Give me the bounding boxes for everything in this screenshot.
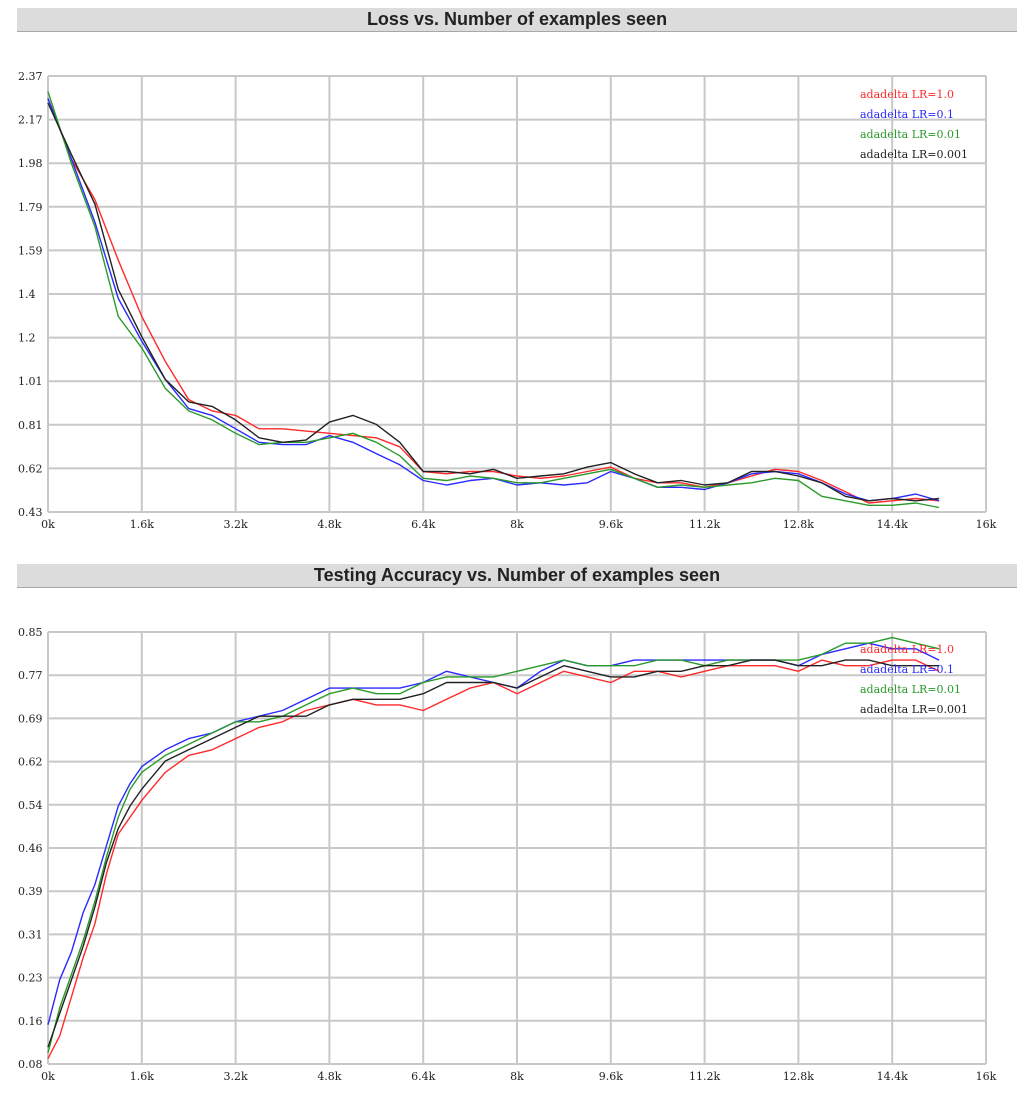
- accuracy-x-tick-label: 16k: [976, 1070, 997, 1083]
- accuracy-y-tick-label: 0.69: [18, 712, 43, 725]
- accuracy-x-tick-label: 6.4k: [411, 1070, 435, 1083]
- accuracy-chart: 0.85 0.77 0.69 0.62 0.54 0.46 0.39 0.31 0.23 0.16…: [0, 596, 1027, 1097]
- loss-series-line-2: [47, 98, 940, 502]
- accuracy-x-tick-label: 12.8k: [783, 1070, 814, 1083]
- accuracy-y-tick-label: 0.16: [18, 1015, 43, 1028]
- accuracy-series-line-4: [47, 659, 940, 1048]
- accuracy-x-tick-label: 3.2k: [224, 1070, 248, 1083]
- loss-series-line-3: [47, 91, 940, 509]
- loss-y-tick-label: 0.81: [18, 419, 43, 432]
- accuracy-x-tick-label: 9.6k: [599, 1070, 623, 1083]
- loss-legend-entry-3: adadelta LR=0.01: [860, 128, 961, 141]
- loss-x-tick-label: 8k: [510, 518, 524, 531]
- loss-x-tick-label: 0k: [41, 518, 55, 531]
- loss-x-tick-label: 12.8k: [783, 518, 814, 531]
- accuracy-y-tick-label: 0.62: [18, 756, 43, 769]
- loss-y-tick-label: 1.2: [18, 332, 36, 345]
- accuracy-y-tick-label: 0.85: [18, 626, 43, 639]
- accuracy-y-tick-label: 0.54: [18, 799, 43, 812]
- accuracy-x-tick-label: 11.2k: [689, 1070, 720, 1083]
- loss-x-tick-label: 6.4k: [411, 518, 435, 531]
- loss-legend-entry-1: adadelta LR=1.0: [860, 88, 954, 101]
- loss-x-tick-label: 14.4k: [877, 518, 908, 531]
- accuracy-series-line-2: [47, 642, 940, 1025]
- accuracy-legend-entry-3: adadelta LR=0.01: [860, 683, 961, 696]
- loss-legend-entry-4: adadelta LR=0.001: [860, 148, 968, 161]
- loss-series-line-4: [47, 102, 940, 502]
- loss-x-tick-label: 1.6k: [130, 518, 154, 531]
- accuracy-series-line-3: [47, 636, 940, 1053]
- loss-legend-entry-2: adadelta LR=0.1: [860, 108, 954, 121]
- accuracy-y-tick-label: 0.46: [18, 842, 43, 855]
- accuracy-x-tick-label: 8k: [510, 1070, 524, 1083]
- accuracy-x-tick-label: 0k: [41, 1070, 55, 1083]
- accuracy-y-tick-label: 0.31: [18, 928, 43, 941]
- accuracy-legend-entry-4: adadelta LR=0.001: [860, 703, 968, 716]
- loss-y-tick-label: 1.79: [18, 201, 43, 214]
- loss-y-tick-label: 2.37: [18, 70, 43, 83]
- accuracy-legend-entry-1: adadelta LR=1.0: [860, 643, 954, 656]
- accuracy-y-tick-label: 0.39: [18, 885, 43, 898]
- loss-chart: 2.37 2.17 1.98 1.79 1.59 1.4 1.2 1.01 0.81 0.62 0.…: [0, 40, 1027, 560]
- loss-y-tick-label: 1.59: [18, 244, 43, 257]
- loss-x-tick-label: 11.2k: [689, 518, 720, 531]
- accuracy-y-tick-label: 0.23: [18, 972, 43, 985]
- loss-y-tick-label: 1.98: [18, 157, 43, 170]
- accuracy-y-tick-label: 0.77: [18, 669, 43, 682]
- loss-chart-svg: 2.37 2.17 1.98 1.79 1.59 1.4 1.2 1.01 0.81 0.62 0.…: [18, 70, 997, 531]
- accuracy-x-tick-label: 1.6k: [130, 1070, 154, 1083]
- accuracy-y-tick-label: 0.08: [18, 1058, 43, 1071]
- loss-series-line-1: [47, 98, 940, 504]
- loss-y-tick-label: 0.62: [18, 462, 43, 475]
- loss-x-tick-label: 3.2k: [224, 518, 248, 531]
- accuracy-series-line-1: [47, 659, 940, 1059]
- loss-x-tick-label: 4.8k: [317, 518, 341, 531]
- loss-x-tick-label: 9.6k: [599, 518, 623, 531]
- loss-y-tick-label: 0.43: [18, 506, 43, 519]
- loss-y-tick-label: 1.01: [18, 375, 43, 388]
- loss-y-tick-label: 1.4: [18, 288, 36, 301]
- accuracy-chart-svg: 0.85 0.77 0.69 0.62 0.54 0.46 0.39 0.31 0.23 0.16…: [18, 626, 997, 1083]
- accuracy-legend-entry-2: adadelta LR=0.1: [860, 663, 954, 676]
- accuracy-x-tick-label: 14.4k: [877, 1070, 908, 1083]
- loss-chart-title: Loss vs. Number of examples seen: [17, 8, 1017, 32]
- loss-x-tick-label: 16k: [976, 518, 997, 531]
- accuracy-x-tick-label: 4.8k: [317, 1070, 341, 1083]
- loss-y-tick-label: 2.17: [18, 114, 43, 127]
- accuracy-chart-title: Testing Accuracy vs. Number of examples …: [17, 564, 1017, 588]
